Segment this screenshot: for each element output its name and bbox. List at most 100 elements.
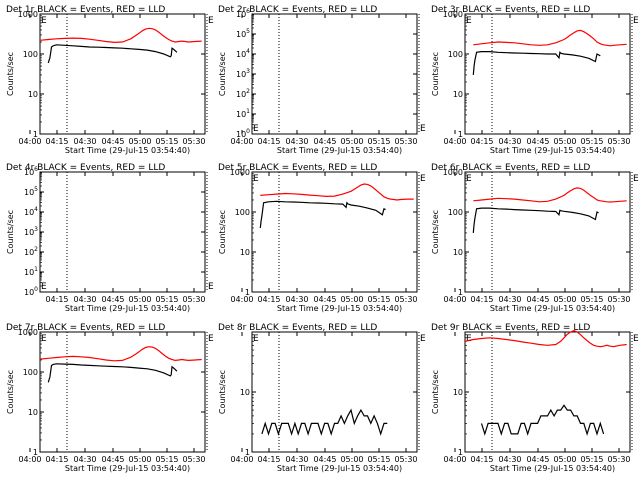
y-tick-label: 1000	[18, 10, 38, 19]
y-tick-label: 1	[33, 448, 38, 457]
x-tick-label: 04:15	[45, 137, 68, 146]
y-axis-label: Counts/sec	[218, 52, 227, 96]
x-tick-label: 04:30	[498, 455, 521, 464]
y-axis-label: Counts/sec	[431, 52, 440, 96]
x-tick-label: 04:45	[313, 295, 336, 304]
x-tick-label: 05:15	[155, 295, 178, 304]
y-axis-label: Counts/sec	[431, 210, 440, 254]
x-tick-label: 04:30	[285, 295, 308, 304]
x-tick-label: 05:15	[580, 295, 603, 304]
chart-panel-1: Det 1r BLACK = Events, RED = LLD 1 10 100 10…	[6, 5, 214, 155]
x-tick-label: 05:15	[580, 137, 603, 146]
chart-panel-3: Det 3r BLACK = Events, RED = LLD 1 10 100 10…	[431, 5, 639, 155]
chart-title: Det 3r BLACK = Events, RED = LLD	[431, 5, 590, 15]
y-tick-label: 10	[240, 248, 250, 257]
e-marker-top: E	[466, 334, 472, 344]
x-tick-label: 04:45	[101, 295, 124, 304]
series-events	[47, 363, 178, 383]
plot-frame	[464, 13, 631, 135]
y-tick-label: 100	[448, 50, 463, 59]
x-tick-label: 05:30	[394, 455, 417, 464]
x-axis-label: Start Time (29-Jul-15 03:54:40)	[277, 304, 402, 313]
chart-title: Det 2r BLACK = Events, RED = LLD	[218, 5, 377, 15]
chart-panel-9: Det 9r BLACK = Events, RED = LLD 1 10 Count…	[431, 323, 639, 473]
x-tick-label: 04:15	[257, 295, 280, 304]
e-marker-top-right: E	[633, 16, 639, 26]
x-tick-label: 04:45	[313, 455, 336, 464]
y-tick-label: 105	[24, 186, 38, 197]
x-tick-label: 05:15	[367, 295, 390, 304]
chart-title: Det 1r BLACK = Events, RED = LLD	[6, 5, 165, 15]
y-tick-label: 101	[236, 108, 250, 119]
series-lld	[39, 27, 202, 44]
y-tick-label: 104	[236, 48, 250, 59]
plot-frame	[251, 171, 418, 293]
x-tick-label: 04:00	[443, 455, 466, 464]
x-tick-label: 04:15	[45, 455, 68, 464]
y-tick-label: 102	[236, 88, 250, 99]
series-events	[259, 200, 386, 228]
x-tick-label: 05:00	[128, 455, 151, 464]
series-events	[47, 44, 178, 64]
y-tick-label: 103	[24, 226, 38, 237]
series-events	[480, 404, 605, 436]
plot-frame	[464, 331, 631, 453]
x-tick-label: 04:15	[257, 455, 280, 464]
y-tick-label: 1	[245, 288, 250, 297]
y-tick-label: 100	[24, 286, 38, 297]
y-tick-label: 104	[24, 206, 38, 217]
y-tick-label: 100	[236, 128, 250, 139]
chart-title: Det 9r BLACK = Events, RED = LLD	[431, 323, 590, 333]
chart-panel-2: Det 2r BLACK = Events, RED = LLD 100 101 10…	[218, 5, 426, 155]
x-tick-label: 05:30	[607, 455, 630, 464]
e-marker-top-right: E	[633, 334, 639, 344]
chart-title: Det 6r BLACK = Events, RED = LLD	[431, 163, 590, 173]
y-tick-label: 100	[235, 208, 250, 217]
x-axis-label: Start Time (29-Jul-15 03:54:40)	[277, 464, 402, 473]
series-lld	[473, 187, 627, 203]
plot-frame	[251, 331, 418, 453]
plot-frame	[251, 13, 418, 135]
y-tick-label: 1	[33, 130, 38, 139]
chart-title: Det 8r BLACK = Events, RED = LLD	[218, 323, 377, 333]
y-axis-label: Counts/sec	[6, 52, 15, 96]
y-axis-label: Counts/sec	[6, 370, 15, 414]
series-lld	[464, 330, 627, 348]
x-tick-label: 04:45	[101, 137, 124, 146]
x-axis-label: Start Time (29-Jul-15 03:54:40)	[65, 304, 190, 313]
e-marker-top: E	[41, 334, 47, 344]
e-marker-top-right: E	[420, 334, 426, 344]
x-tick-label: 04:45	[526, 295, 549, 304]
x-tick-label: 04:15	[470, 455, 493, 464]
x-tick-label: 04:30	[73, 455, 96, 464]
x-tick-label: 05:00	[340, 295, 363, 304]
x-axis-label: Start Time (29-Jul-15 03:54:40)	[65, 464, 190, 473]
e-marker-top: E	[253, 334, 259, 344]
x-tick-label: 04:15	[257, 137, 280, 146]
plot-frame	[39, 13, 206, 135]
y-tick-label: 103	[236, 68, 250, 79]
y-tick-label: 1	[458, 448, 463, 457]
x-tick-label: 04:15	[470, 295, 493, 304]
y-tick-label: 1000	[443, 10, 463, 19]
x-tick-label: 05:30	[182, 295, 205, 304]
e-marker-top-right: E	[420, 174, 426, 184]
x-tick-label: 04:15	[470, 137, 493, 146]
y-tick-label: 100	[448, 208, 463, 217]
y-tick-label: 102	[24, 246, 38, 257]
e-marker-top-right: E	[633, 174, 639, 184]
series-lld	[260, 183, 414, 201]
plot-frame	[39, 171, 206, 293]
chart-title: Det 7r BLACK = Events, RED = LLD	[6, 323, 165, 333]
e-marker-top: E	[253, 124, 259, 134]
x-tick-label: 04:15	[45, 295, 68, 304]
chart-panel-4: Det 4r BLACK = Events, RED = LLD 100 101 10…	[6, 163, 214, 313]
e-marker-top: E	[466, 16, 472, 26]
y-tick-label: 1000	[18, 328, 38, 337]
x-axis-label: Start Time (29-Jul-15 03:54:40)	[277, 146, 402, 155]
y-axis-label: Counts/sec	[6, 210, 15, 254]
x-tick-label: 05:15	[155, 137, 178, 146]
y-tick-label: 100	[23, 368, 38, 377]
x-tick-label: 04:30	[73, 295, 96, 304]
plot-frame	[39, 331, 206, 453]
